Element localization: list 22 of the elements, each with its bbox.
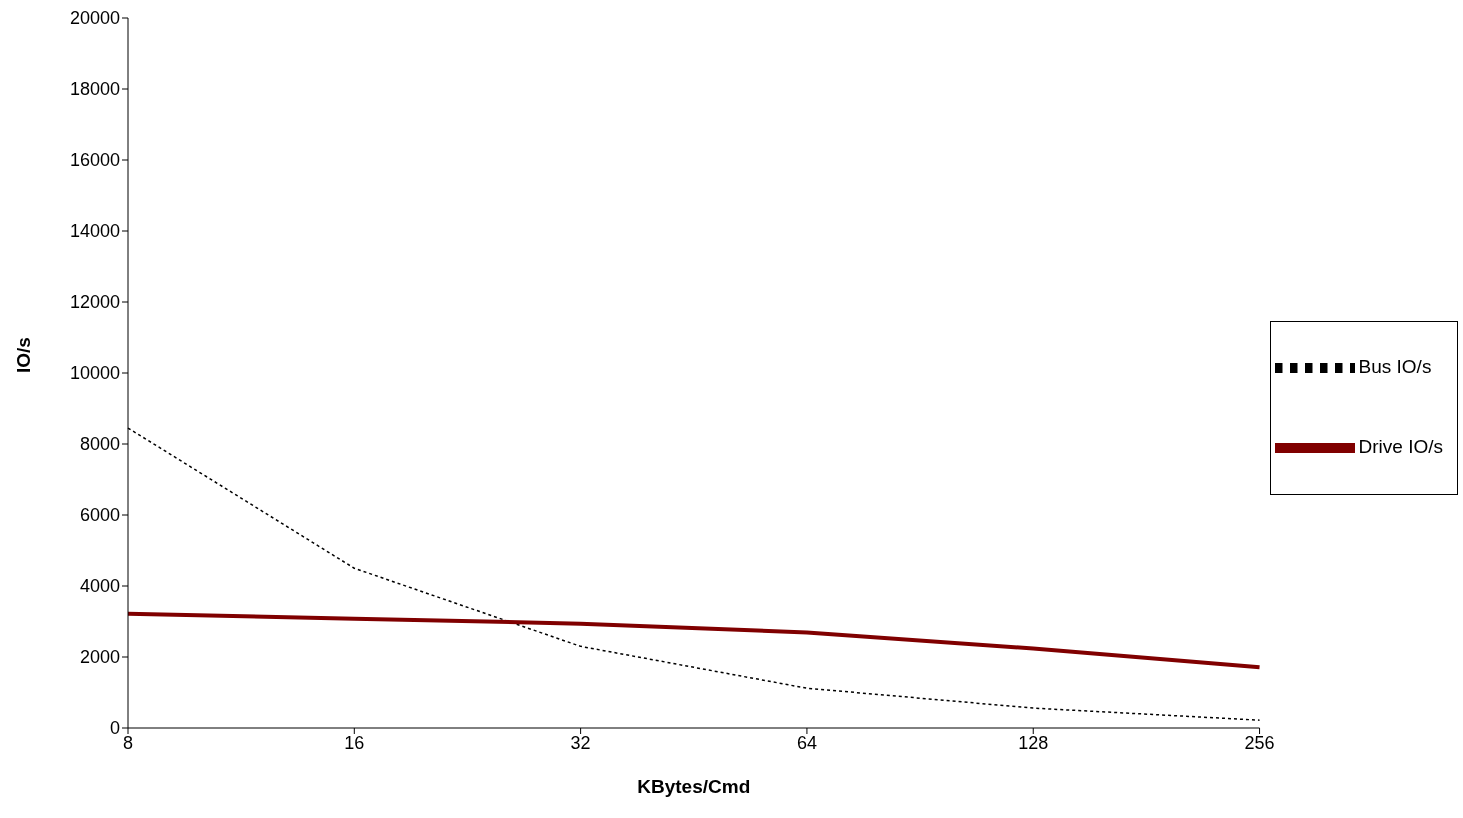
y-tick-label: 6000 xyxy=(79,505,120,526)
y-axis-title: IO/s xyxy=(12,337,34,373)
y-tick-label: 8000 xyxy=(79,434,120,455)
y-tick-label: 20000 xyxy=(69,8,120,29)
y-tick-label: 12000 xyxy=(69,292,120,313)
x-tick-label: 64 xyxy=(796,732,817,753)
y-tick-label: 14000 xyxy=(69,221,120,242)
line-series xyxy=(126,611,1262,670)
y-tick-label: 18000 xyxy=(69,79,120,100)
y-tick-label: 0 xyxy=(109,718,120,739)
x-axis-title: KBytes/Cmd xyxy=(637,776,751,797)
y-tick-label: 16000 xyxy=(69,150,120,171)
y-tick-label: 10000 xyxy=(69,363,120,384)
x-tick-label: 8 xyxy=(122,732,134,753)
legend-label: Drive IO/s xyxy=(1358,436,1443,458)
x-tick-label: 256 xyxy=(1244,732,1275,753)
y-tick-label: 2000 xyxy=(79,647,120,668)
x-tick-label: 128 xyxy=(1018,732,1049,753)
x-tick-label: 16 xyxy=(344,732,365,753)
x-tick-label: 32 xyxy=(570,732,591,753)
y-tick-label: 4000 xyxy=(79,576,120,597)
legend-label: Bus IO/s xyxy=(1358,356,1432,378)
